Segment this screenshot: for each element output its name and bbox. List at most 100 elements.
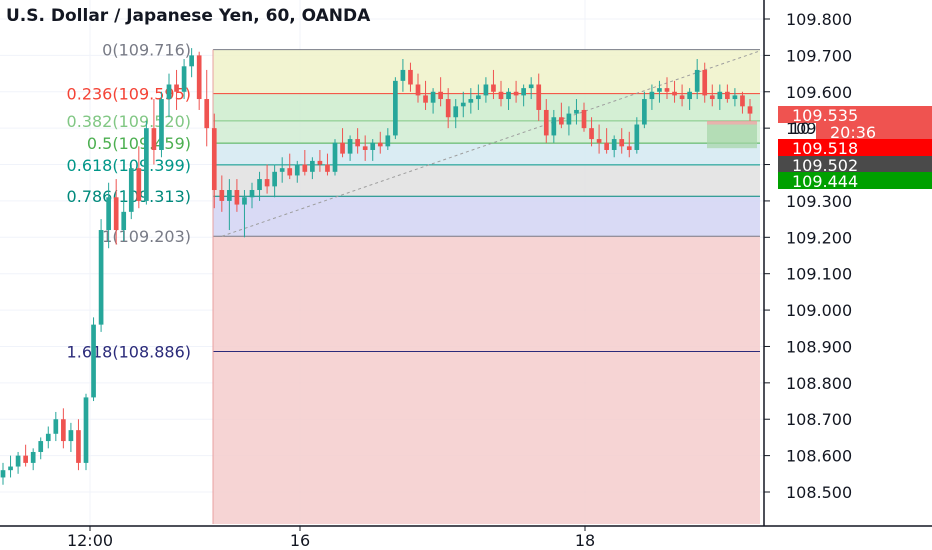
position-box-loss [707,120,757,125]
candle-body [596,139,602,143]
fib-level-label: 0(109.716) [102,41,191,60]
fib-level-label: 0.618(109.399) [67,156,191,175]
candle-body [400,69,406,81]
y-tick-label: 108.900 [786,337,852,356]
fib-level-label: 1(109.203) [102,227,191,246]
candle-body [196,55,202,100]
candle-body [551,117,557,136]
price-tag [778,106,932,123]
x-tick-label: 12:00 [67,531,113,550]
candle-body [23,455,28,463]
y-tick-label: 108.500 [786,483,852,502]
candle-body [113,197,119,231]
candle-body [325,164,330,172]
candle-body [136,168,142,201]
candle-body [98,230,104,325]
chart-title: U.S. Dollar / Japanese Yen, 60, OANDA [6,6,371,26]
candle-body [460,102,466,107]
candle-body [672,91,677,96]
candle-body [287,168,293,176]
candle-body [76,430,81,463]
candle-body [642,99,647,125]
candle-body [732,95,738,100]
time-axis-bg [0,526,932,550]
candle-body [45,433,51,442]
candle-body [611,139,617,150]
candle-body [294,164,300,176]
fib-zone-extension [213,351,760,524]
candle-body [491,84,496,92]
candle-body [604,142,609,150]
candle-body [38,441,44,452]
candle-body [453,106,459,118]
y-tick-label: 109.100 [786,265,852,284]
candle-body [181,66,187,92]
candle-body [30,451,36,463]
candle-body [340,142,345,154]
price-tag-label: 20:36 [830,123,876,142]
fib-level-label: 1.618(108.886) [67,343,191,362]
candle-body [408,69,413,85]
y-tick-label: 108.700 [786,410,852,429]
candle-body [159,99,164,150]
fib-zone [213,93,760,121]
candle-body [664,88,670,92]
candle-body [257,179,262,191]
price-tag-label: 109.518 [792,139,858,158]
candle-body [355,139,360,147]
price-tag-label: 109.535 [792,106,858,125]
candle-body [61,419,66,442]
candle-body [310,160,315,172]
candle-body [626,146,632,150]
candle-body [498,91,504,100]
candle-body [370,142,376,150]
x-tick-label: 16 [290,531,310,550]
candle-body [589,128,594,140]
candle-body [332,142,338,172]
position-box-profit [707,124,757,149]
y-tick-label: 109.600 [786,83,852,102]
candle-body [581,109,587,129]
candle-body [68,430,74,442]
candle-body [687,91,692,100]
candle-body [385,135,391,147]
candle-body [249,190,255,198]
candle-body [702,69,708,96]
candle-body [717,91,723,100]
price-tag [778,156,932,173]
candle-body [468,99,474,103]
candle-body [121,211,127,231]
candle-body [53,419,59,434]
candle-body [362,146,368,150]
fib-level-label: 0.5(109.459) [87,134,191,153]
candle-body [211,128,217,191]
fib-zone [213,120,760,144]
candle-body [151,128,157,150]
fib-level-label: 0.382(109.520) [67,112,191,131]
candle-body [725,91,730,100]
y-tick-label: 109.200 [786,228,852,247]
candle-body [393,80,398,136]
fib-zone [213,196,760,237]
candle-body [430,91,436,103]
candle-body [536,84,542,110]
candle-body [128,168,134,212]
candle-body [204,99,210,129]
y-tick-label: 109.000 [786,301,852,320]
candle-body [377,142,383,147]
candle-body [513,91,519,96]
candle-body [166,84,172,100]
candle-body [709,95,715,100]
y-tick-label-partial: 10 [790,119,810,138]
price-tag-label: 109.444 [792,172,858,191]
candle-body [174,84,179,92]
candle-body [272,171,277,187]
y-tick-label: 109.300 [786,192,852,211]
candle-body [483,84,489,96]
candle-body [144,128,149,201]
fib-retracement: 0(109.716) 0.236(109.595) 0.382(109.520) 0.… [67,41,760,524]
candle-body [657,88,662,92]
candle-body [574,109,579,114]
